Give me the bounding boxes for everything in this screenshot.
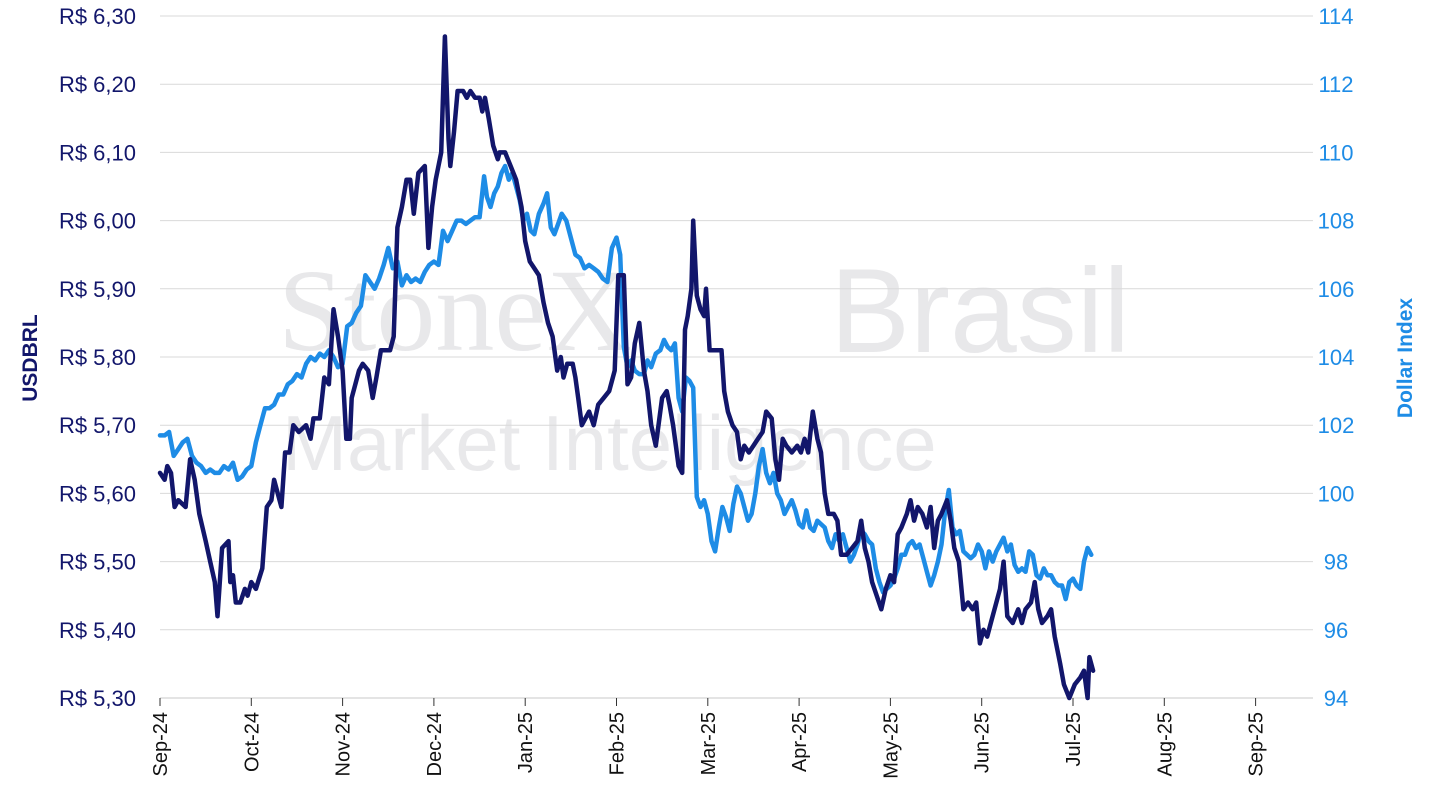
x-tick-label: Nov-24 [333, 712, 355, 776]
y-axis-left: R$ 5,30 R$ 5,40 R$ 5,50 R$ 5,60 R$ 5,70 R$ 5,… [59, 4, 136, 711]
x-tick-label: May-25 [880, 712, 902, 779]
x-tick-label: Jun-25 [972, 712, 994, 773]
y-axis-right: 94 96 98 100 102 104 106 108 110 112 114 [1318, 4, 1355, 711]
y-axis-left-title: USDBRL [19, 314, 42, 402]
x-tick-label: Sep-25 [1246, 712, 1268, 777]
x-axis: Sep-24 Oct-24 Nov-24 Dec-24 Jan-25 Feb-25 Mar-… [150, 698, 1268, 779]
y-left-tick-label: R$ 5,40 [59, 618, 136, 643]
y-left-tick-label: R$ 5,50 [59, 550, 136, 575]
y-left-tick-label: R$ 5,80 [59, 345, 136, 370]
y-left-tick-label: R$ 6,30 [59, 4, 136, 29]
x-tick-label: Jan-25 [515, 712, 537, 773]
x-tick-label: Aug-25 [1154, 712, 1176, 777]
x-tick-label: Oct-24 [241, 712, 263, 772]
x-tick-label: Dec-24 [424, 712, 446, 776]
dollar-index-series-line [157, 163, 1094, 602]
x-tick-label: Apr-25 [789, 712, 811, 772]
x-tick-label: Sep-24 [150, 712, 172, 777]
y-right-tick-label: 108 [1318, 209, 1355, 234]
y-left-tick-label: R$ 5,30 [59, 686, 136, 711]
y-right-tick-label: 100 [1318, 481, 1355, 506]
y-right-tick-label: 106 [1318, 277, 1355, 302]
y-left-tick-label: R$ 6,20 [59, 72, 136, 97]
usdbrl-series-line [157, 34, 1096, 701]
watermark-brand: StoneX [278, 245, 632, 376]
y-right-tick-label: 96 [1324, 618, 1348, 643]
y-left-tick-label: R$ 5,90 [59, 277, 136, 302]
x-tick-label: Feb-25 [607, 712, 629, 775]
watermark-brand-suffix: Brasil [830, 244, 1130, 378]
y-left-tick-label: R$ 5,70 [59, 413, 136, 438]
y-left-tick-label: R$ 6,10 [59, 140, 136, 165]
y-right-tick-label: 110 [1318, 140, 1353, 165]
y-right-tick-label: 94 [1324, 686, 1348, 711]
y-right-tick-label: 102 [1318, 413, 1355, 438]
y-right-tick-label: 114 [1318, 4, 1353, 29]
y-left-tick-label: R$ 6,00 [59, 209, 136, 234]
x-tick-label: Jul-25 [1063, 712, 1085, 766]
y-right-tick-label: 104 [1318, 345, 1355, 370]
watermark: StoneX Brasil Market Intelligence [278, 244, 1130, 487]
y-axis-right-title: Dollar Index [1394, 298, 1417, 419]
y-left-tick-label: R$ 5,60 [59, 481, 136, 506]
y-right-tick-label: 98 [1324, 550, 1348, 575]
y-right-tick-label: 112 [1318, 72, 1353, 97]
watermark-subtitle: Market Intelligence [282, 399, 937, 487]
x-tick-label: Mar-25 [698, 712, 720, 775]
series-layer [157, 34, 1096, 701]
